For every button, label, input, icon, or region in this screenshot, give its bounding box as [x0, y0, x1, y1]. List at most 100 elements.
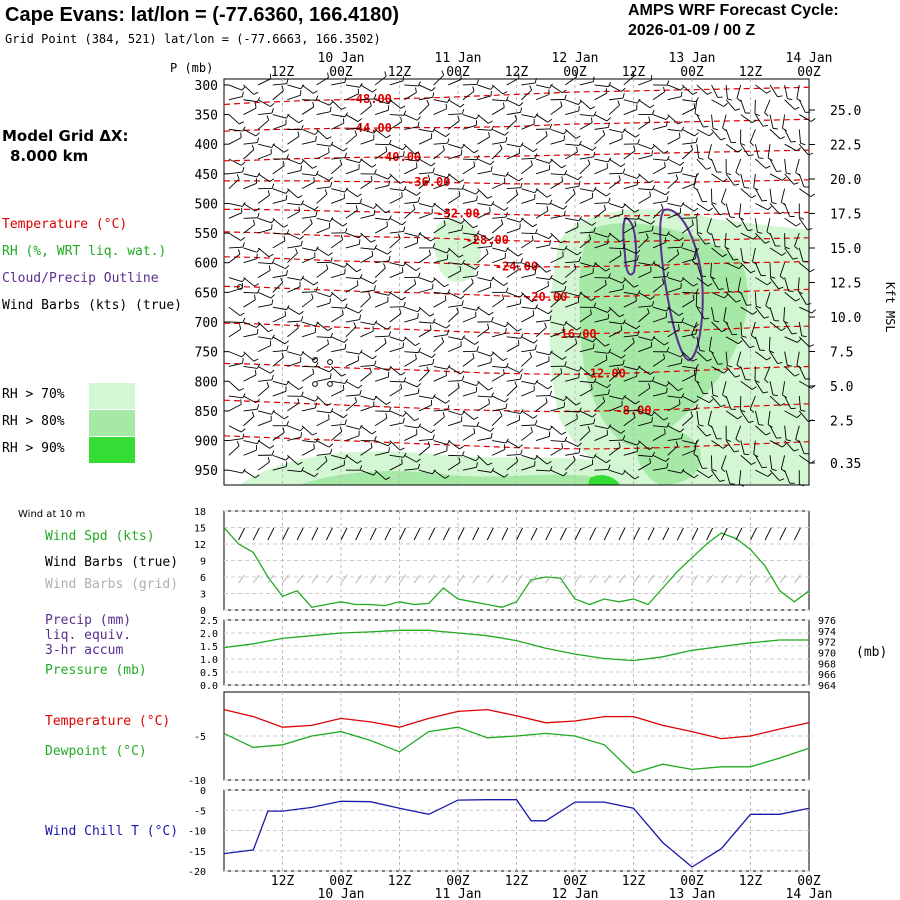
legend-cloud: Cloud/Precip Outline: [2, 271, 159, 286]
wind-barb-feather: [342, 222, 348, 227]
wind-barb-feather: [328, 147, 330, 153]
wind-barb: [389, 121, 402, 130]
wind-barb: [287, 351, 301, 356]
wind-barb: [579, 99, 591, 110]
wind-barb: [374, 321, 388, 330]
wind-barb-feather: [314, 397, 319, 402]
wind-barb: [360, 214, 375, 219]
wind-barb-feather: [312, 165, 318, 169]
wind-barb-feather: [384, 338, 387, 344]
wind-barb-feather: [705, 242, 711, 245]
wind-barb-feather: [564, 170, 568, 176]
wind-barb: [506, 77, 520, 86]
wind-barb: [638, 188, 653, 191]
wind-barb: [301, 425, 313, 436]
wind-barb: [667, 469, 682, 474]
wind-barb: [521, 349, 536, 353]
wind-barb-feather: [369, 100, 372, 106]
wind-barb-feather: [271, 258, 275, 264]
wind-barb: [462, 166, 475, 175]
wind-barb: [638, 217, 652, 225]
surface-wind-barb: [530, 527, 538, 541]
wind-barb-feather: [799, 483, 805, 487]
wind-barb: [754, 381, 764, 394]
wind-barb-feather: [752, 310, 757, 315]
wind-barb: [506, 187, 521, 190]
wind-barb: [491, 373, 505, 382]
wind-barb: [682, 299, 695, 308]
wind-barb: [784, 351, 788, 366]
wind-barb: [360, 372, 372, 382]
wind-barb-feather: [298, 119, 304, 124]
wind-barb: [594, 209, 606, 219]
wind-barb: [477, 395, 492, 398]
wind-barb: [330, 99, 342, 110]
wind-barb-feather: [680, 352, 685, 358]
wind-barb: [521, 114, 536, 118]
wind-barb-feather: [387, 250, 392, 255]
wind-barb: [506, 228, 521, 234]
wind-barb: [462, 188, 476, 195]
wind-barb-feather: [488, 120, 493, 124]
isotherm-line: [224, 179, 810, 185]
wind-barb: [667, 178, 679, 189]
wind-barb-feather: [359, 123, 362, 129]
wind-barb-feather: [677, 324, 680, 330]
wind-barb-feather: [802, 260, 808, 263]
wind-barb: [652, 433, 666, 441]
wind-barb-feather: [694, 132, 699, 137]
wind-barb: [565, 452, 580, 456]
windchill-y-tick: -10: [188, 827, 206, 838]
wind-barb-feather: [787, 98, 793, 100]
wind-barb: [738, 203, 742, 218]
wind-barb: [301, 247, 316, 252]
wind-barb-feather: [472, 353, 475, 359]
wind-barb: [477, 403, 490, 412]
wind-barb: [448, 113, 463, 116]
wind-barb-feather: [606, 117, 612, 122]
wind-barb: [316, 377, 331, 382]
wind-barb-feather: [618, 442, 621, 448]
wind-barb-feather: [417, 81, 421, 87]
wind-barb: [755, 203, 769, 211]
wind-barb-feather: [520, 182, 523, 188]
wind-barb: [740, 455, 752, 465]
wind-barb: [506, 152, 520, 160]
wind-barb: [331, 262, 345, 268]
wind-barb: [696, 381, 704, 394]
wind-barb: [608, 330, 622, 338]
wind-barb: [287, 252, 298, 264]
wind-barb: [389, 143, 403, 151]
wind-barb-feather: [271, 374, 274, 380]
wind-barb: [506, 321, 518, 332]
wind-barb-feather: [359, 158, 363, 163]
wind-barb: [287, 245, 302, 249]
swatch-rh80: [89, 410, 135, 436]
wind-barb-feather: [791, 332, 797, 335]
wind-barb-feather: [770, 276, 776, 279]
wind-barb-feather: [810, 193, 816, 198]
wind-barb-feather: [476, 305, 480, 311]
wind-barb: [316, 291, 331, 298]
wind-barb-feather: [783, 320, 789, 324]
wind-barb: [243, 182, 257, 190]
wind-barb-feather: [256, 323, 261, 328]
wind-barb: [433, 258, 448, 264]
wind-barb: [798, 396, 801, 411]
wind-barb-feather: [300, 160, 305, 165]
wind-barb-feather: [500, 219, 504, 225]
wind-barb-feather: [720, 137, 726, 141]
wind-barb: [272, 240, 286, 249]
wind-barb-feather: [374, 244, 378, 250]
wind-barb: [447, 440, 460, 450]
temp-y-tick: -5: [194, 732, 206, 743]
wind-barb-feather: [471, 278, 474, 284]
wind-barb-feather: [388, 406, 392, 412]
wind-barb-feather: [343, 338, 348, 343]
isotherm-label: -36.00: [407, 175, 450, 189]
wind-barb-feather: [618, 175, 621, 181]
wind-barb: [258, 228, 272, 234]
wind-barb: [448, 410, 462, 416]
wind-barb-feather: [575, 71, 578, 78]
wind-barb: [755, 232, 766, 244]
